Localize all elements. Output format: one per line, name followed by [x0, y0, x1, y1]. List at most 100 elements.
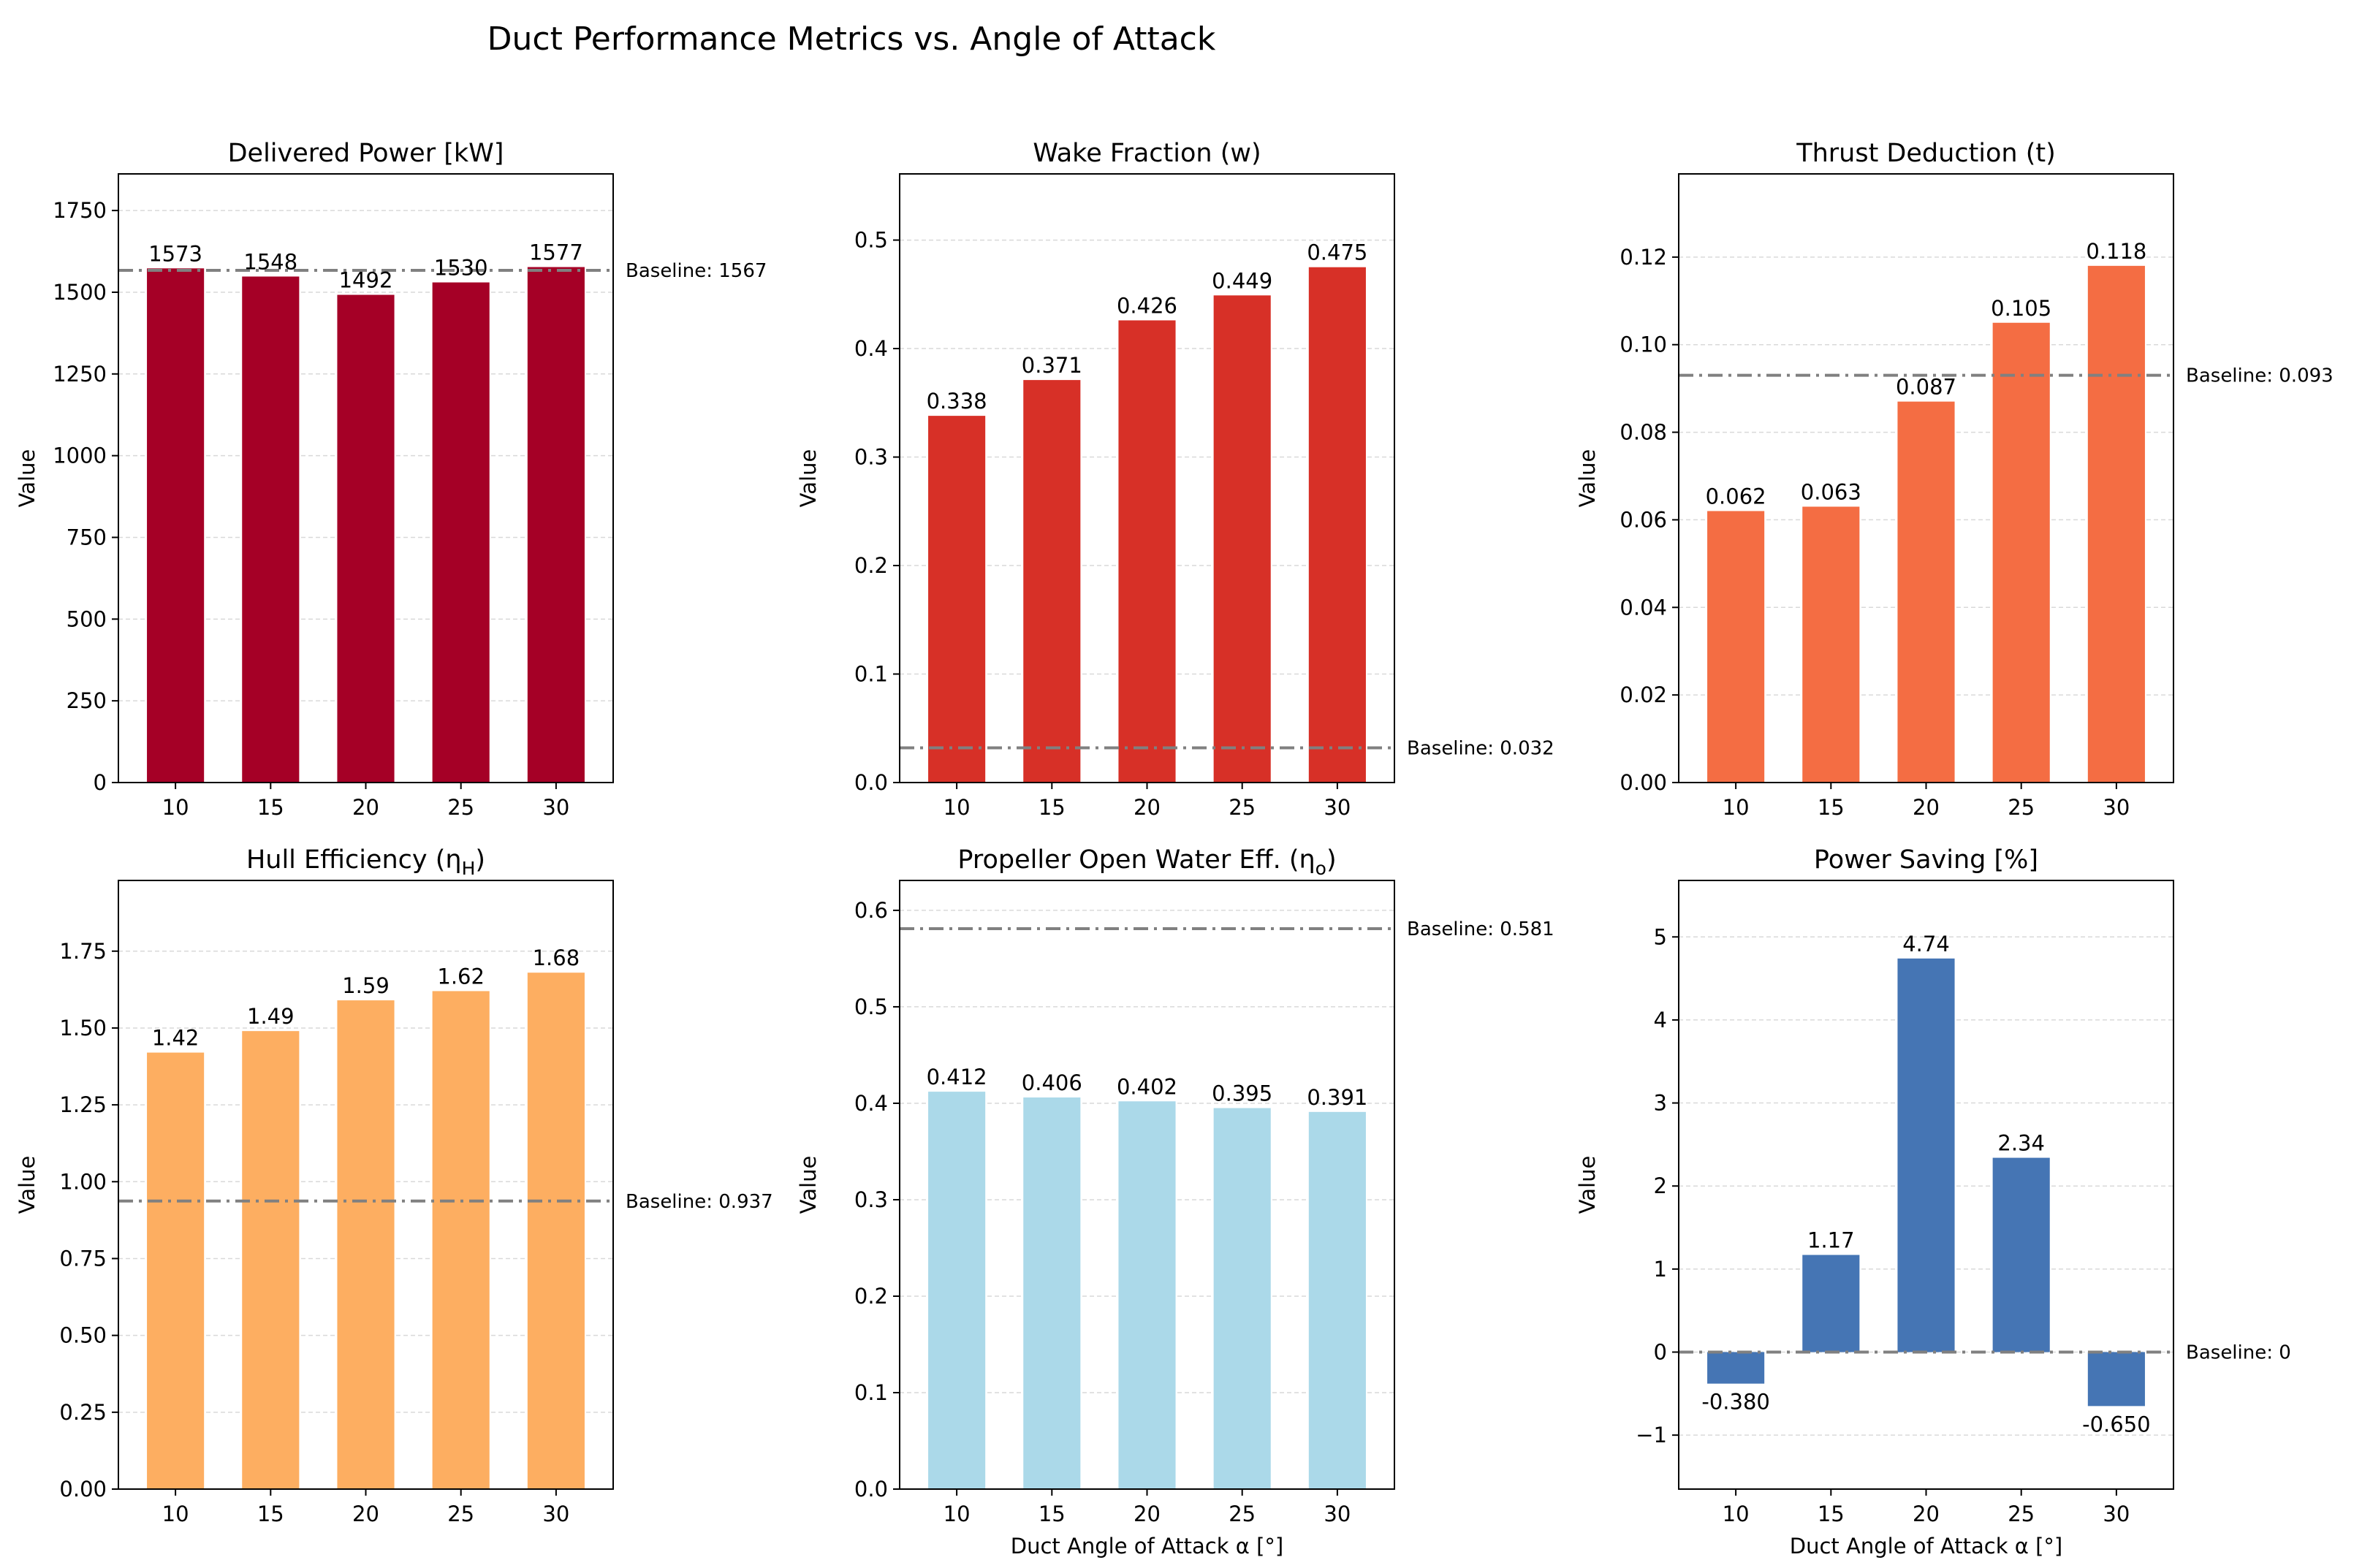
x-tick-label: 30	[1324, 795, 1351, 820]
x-tick-label: 10	[1723, 795, 1750, 820]
baseline-label: Baseline: 0.093	[2186, 365, 2334, 387]
panel-title-text: Hull Efficiency (η	[246, 845, 462, 875]
bar-20	[1897, 401, 1955, 783]
y-tick-label: 0.2	[854, 1284, 888, 1309]
value-label: 0.118	[2086, 239, 2146, 264]
value-label: 0.449	[1212, 268, 1272, 293]
value-label: 0.395	[1212, 1081, 1272, 1106]
y-tick-label: 0.3	[854, 1187, 888, 1212]
bar-25	[1213, 295, 1271, 783]
x-tick-label: 20	[1913, 1502, 1940, 1526]
value-label: 0.402	[1117, 1074, 1177, 1099]
bar-15	[1023, 380, 1081, 783]
x-tick-label: 10	[162, 1502, 189, 1526]
bar-20	[337, 1000, 395, 1489]
bar-30	[1308, 1111, 1366, 1489]
panel-title-close: )	[475, 845, 485, 875]
bar-20	[337, 294, 395, 783]
x-tick-label: 30	[542, 1502, 569, 1526]
x-tick-label: 20	[352, 795, 379, 820]
x-tick-label: 20	[1134, 795, 1161, 820]
y-tick-label: 0.10	[1620, 332, 1667, 357]
bar-30	[527, 973, 585, 1489]
value-label: 0.063	[1801, 479, 1861, 504]
value-label: 1548	[243, 249, 297, 274]
panel-title-text: Delivered Power [kW]	[228, 139, 504, 168]
y-tick-label: 1000	[53, 444, 107, 468]
value-label: 0.105	[1991, 296, 2051, 321]
panel-title: Power Saving [%]	[1814, 845, 2038, 875]
y-tick-label: 0.5	[854, 228, 888, 253]
y-tick-label: 1.75	[59, 939, 107, 964]
bar-10	[147, 1052, 205, 1489]
value-label: 0.391	[1307, 1085, 1367, 1110]
y-axis-label: Value	[15, 449, 39, 508]
bar-10	[1707, 511, 1765, 783]
bar-10	[1707, 1352, 1765, 1384]
x-tick-label: 20	[352, 1502, 379, 1526]
x-tick-label: 15	[1818, 795, 1845, 820]
y-tick-label: 0.1	[854, 662, 888, 687]
panel-title: Wake Fraction (w)	[1033, 139, 1261, 168]
value-label: 0.412	[927, 1065, 987, 1089]
baseline-label: Baseline: 0	[2186, 1341, 2291, 1363]
value-label: -0.380	[1701, 1390, 1770, 1415]
y-tick-label: 1.00	[59, 1169, 107, 1194]
value-label: 0.062	[1706, 484, 1766, 509]
x-tick-label: 10	[944, 795, 971, 820]
baseline-label: Baseline: 1567	[626, 260, 767, 282]
y-tick-label: 0.00	[1620, 770, 1667, 795]
panel-title-subscript: H	[462, 858, 476, 879]
x-tick-label: 30	[1324, 1502, 1351, 1526]
value-label: 1577	[529, 240, 583, 265]
bar-30	[2087, 265, 2145, 783]
x-tick-label: 25	[447, 1502, 474, 1526]
x-tick-label: 20	[1913, 795, 1940, 820]
x-tick-label: 10	[1723, 1502, 1750, 1526]
x-tick-label: 10	[944, 1502, 971, 1526]
bar-30	[2087, 1352, 2145, 1407]
y-tick-label: 0.75	[59, 1246, 107, 1271]
y-tick-label: 0.4	[854, 336, 888, 361]
y-tick-label: 1.25	[59, 1092, 107, 1117]
value-label: 1573	[148, 241, 202, 266]
wake-fraction-panel: Baseline: 0.032 0.338 0.371 0.426 0.449 0.475…	[796, 139, 1554, 820]
x-tick-label: 30	[542, 795, 569, 820]
bar-30	[1308, 267, 1366, 783]
y-tick-label: 0.06	[1620, 507, 1667, 532]
y-axis-label: Value	[1575, 449, 1600, 508]
bar-25	[1992, 1157, 2050, 1352]
x-tick-label: 15	[257, 1502, 284, 1526]
panel-title-subscript: o	[1315, 858, 1326, 879]
value-label: 0.087	[1896, 375, 1956, 400]
bar-15	[242, 1031, 300, 1489]
bar-15	[1023, 1097, 1081, 1489]
y-axis-label: Value	[796, 1156, 821, 1214]
value-label: 1492	[339, 268, 393, 293]
bar-20	[1118, 1101, 1176, 1489]
y-tick-label: 0.00	[59, 1477, 107, 1502]
bar-25	[432, 991, 490, 1489]
panel-title-close: )	[1326, 845, 1337, 875]
thrust-deduction-panel: Baseline: 0.093 0.062 0.063 0.087 0.105 0.118…	[1575, 139, 2334, 820]
power-saving-panel: Baseline: 0 -0.380 1.17 4.74 2.34 -0.650 −1 0 1 2…	[1575, 845, 2291, 1559]
y-tick-label: 500	[67, 606, 107, 631]
y-tick-label: 0.02	[1620, 682, 1667, 707]
x-tick-label: 25	[1229, 1502, 1256, 1526]
panel-title-text: Power Saving [%]	[1814, 845, 2038, 875]
value-label: 1.62	[437, 964, 485, 989]
panel-title: Thrust Deduction (t)	[1796, 139, 2056, 168]
bar-10	[928, 416, 986, 783]
y-tick-label: 3	[1654, 1091, 1667, 1116]
y-tick-label: 1	[1654, 1257, 1667, 1282]
y-tick-label: 0.04	[1620, 595, 1667, 620]
y-tick-label: −1	[1636, 1423, 1667, 1447]
value-label: 1530	[434, 256, 488, 281]
value-label: 1.68	[533, 945, 580, 970]
y-tick-label: 0.1	[854, 1380, 888, 1405]
y-axis-label: Value	[796, 449, 821, 508]
y-tick-label: 0.4	[854, 1091, 888, 1116]
y-tick-label: 0.0	[854, 770, 888, 795]
